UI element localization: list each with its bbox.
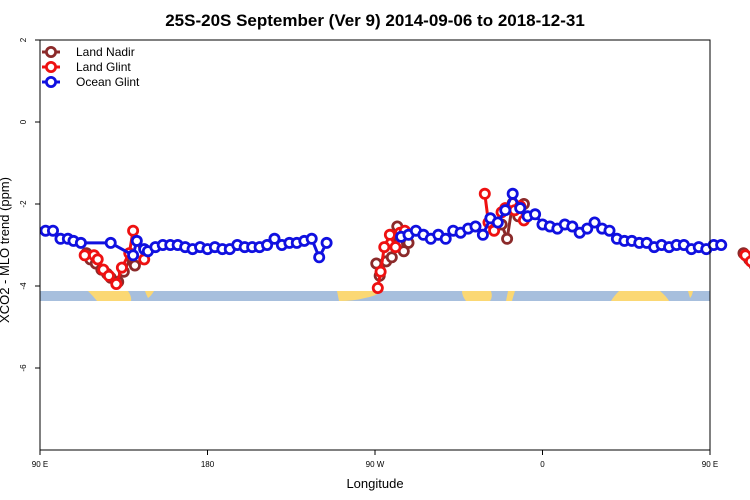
x-tick-label: 0 — [540, 460, 545, 469]
data-point-ocean-glint — [529, 208, 542, 221]
data-point-land-nadir — [128, 259, 141, 272]
data-point-land-glint — [102, 269, 115, 282]
series-ocean-glint — [39, 187, 728, 264]
data-point-land-glint — [389, 241, 402, 254]
data-point-land-glint — [127, 224, 140, 237]
y-tick-label: 0 — [19, 119, 28, 124]
legend-label-land-glint: Land Glint — [76, 60, 131, 74]
series-land-glint — [78, 187, 750, 294]
data-point-ocean-glint — [588, 216, 601, 229]
data-point-land-nadir — [501, 232, 514, 245]
legend-marker-land-nadir — [45, 46, 58, 59]
x-axis-label: Longitude — [346, 476, 403, 491]
ocean-band — [40, 291, 710, 301]
data-point-ocean-glint — [127, 249, 140, 262]
x-tick-label: 90 W — [366, 460, 385, 469]
data-point-ocean-glint — [47, 224, 60, 237]
data-point-ocean-glint — [104, 236, 117, 249]
data-point-ocean-glint — [320, 236, 333, 249]
y-tick-label: -2 — [19, 200, 28, 208]
data-point-ocean-glint — [566, 220, 579, 233]
data-point-land-glint — [115, 261, 128, 274]
legend-marker-land-glint — [45, 61, 58, 74]
data-point-land-glint — [78, 249, 91, 262]
data-point-ocean-glint — [261, 238, 274, 251]
x-tick-label: 90 E — [32, 460, 48, 469]
legend-label-land-nadir: Land Nadir — [76, 45, 135, 59]
data-point-ocean-glint — [268, 232, 281, 245]
x-tick-label: 180 — [201, 460, 215, 469]
series-layer — [39, 187, 750, 294]
y-tick-label: -4 — [19, 282, 28, 290]
land-patch — [145, 291, 154, 298]
y-axis-label: XCO2 - MLO trend (ppm) — [0, 177, 12, 323]
data-point-ocean-glint — [491, 216, 504, 229]
data-point-ocean-glint — [313, 251, 326, 264]
data-point-ocean-glint — [476, 228, 489, 241]
data-point-ocean-glint — [506, 187, 519, 200]
data-point-ocean-glint — [74, 236, 87, 249]
data-point-ocean-glint — [581, 222, 594, 235]
x-tick-label: 90 E — [702, 460, 718, 469]
legend: Land Nadir Land Glint Ocean Glint — [42, 45, 140, 89]
data-point-land-glint — [91, 253, 104, 266]
data-point-land-glint — [383, 228, 396, 241]
y-tick-label: 2 — [19, 37, 28, 42]
land-ocean-strip — [40, 291, 710, 301]
data-point-ocean-glint — [305, 232, 318, 245]
data-point-land-glint — [744, 255, 750, 268]
data-point-ocean-glint — [439, 232, 452, 245]
data-point-ocean-glint — [603, 224, 616, 237]
land-patch — [506, 291, 515, 301]
data-point-land-glint — [110, 277, 123, 290]
land-patch — [611, 291, 669, 301]
data-point-ocean-glint — [514, 202, 527, 215]
data-point-land-glint — [478, 187, 491, 200]
data-point-land-glint — [378, 241, 391, 254]
land-patch — [88, 291, 132, 301]
data-point-land-glint — [371, 281, 384, 294]
data-point-ocean-glint — [715, 238, 728, 251]
data-point-ocean-glint — [499, 204, 512, 217]
land-patch — [462, 291, 492, 301]
data-point-ocean-glint — [130, 234, 143, 247]
legend-marker-ocean-glint — [45, 76, 58, 89]
data-point-ocean-glint — [469, 220, 482, 233]
data-point-land-nadir — [385, 251, 398, 264]
axes-layer: 90 E 180 90 W 0 90 E 2 0 -2 -4 -6 — [19, 37, 718, 469]
y-tick-label: -6 — [19, 364, 28, 372]
land-patch — [688, 291, 693, 298]
land-patch — [337, 291, 382, 301]
chart-title: 25S-20S September (Ver 9) 2014-09-06 to … — [165, 11, 585, 30]
legend-label-ocean-glint: Ocean Glint — [76, 75, 140, 89]
data-point-land-glint — [374, 265, 387, 278]
